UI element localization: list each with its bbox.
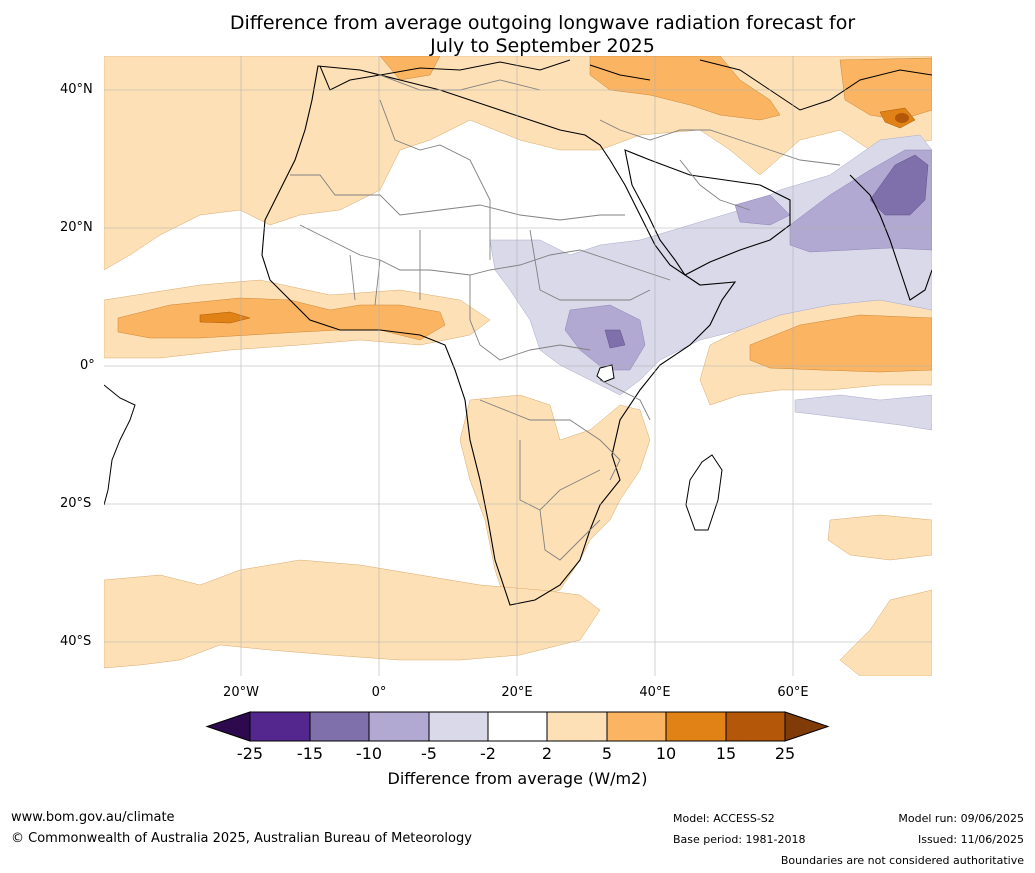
colorbar-bin-p15-p25: [725, 711, 786, 742]
lon-label-60e: 60°E: [777, 685, 809, 700]
colorbar-bin-n2-p2: [487, 711, 548, 742]
africa-coastline: [261, 65, 737, 606]
colorbar-above-max: [784, 711, 830, 742]
footer-model-run: Model run: 09/06/2025: [898, 812, 1024, 825]
colorbar-bin-p2-p5: [546, 711, 608, 742]
colorbar-tick: 15: [715, 744, 737, 763]
lon-label-0: 0°: [371, 685, 387, 700]
colorbar-tick: 10: [655, 744, 677, 763]
colorbar-tick: 5: [601, 744, 613, 763]
footer-model: Model: ACCESS-S2: [673, 812, 775, 825]
olr-anomaly-map: [104, 56, 932, 676]
lat-label-20s: 20°S: [60, 496, 92, 511]
colorbar-tick: 2: [541, 744, 553, 763]
footer-website-link[interactable]: www.bom.gov.au/climate: [11, 810, 175, 825]
lat-label-40n: 40°N: [60, 82, 93, 97]
colorbar-label: Difference from average (W/m2): [387, 769, 648, 788]
graticule: [104, 56, 932, 676]
colorbar-tick: -5: [421, 744, 437, 763]
lat-label-40s: 40°S: [60, 634, 92, 649]
colorbar-tick: -25: [236, 744, 264, 763]
positive-anomaly-15-25: [895, 113, 909, 123]
colorbar-bin-p10-p15: [665, 711, 727, 742]
negative-anomaly-15-10: [604, 154, 929, 349]
footer-disclaimer: Boundaries are not considered authoritat…: [780, 854, 1024, 867]
colorbar-bin-n15-n10: [309, 711, 370, 742]
footer-issued: Issued: 11/06/2025: [917, 833, 1024, 846]
colorbar-bin-p5-p10: [606, 711, 667, 742]
colorbar-tick: -2: [480, 744, 496, 763]
footer-copyright: © Commonwealth of Australia 2025, Austra…: [11, 831, 472, 846]
arabia-coastline: [624, 149, 791, 276]
colorbar-bin-n5-n2: [428, 711, 489, 742]
lon-label-20w: 20°W: [223, 685, 259, 700]
title-line-2: July to September 2025: [430, 35, 655, 57]
footer-base-period: Base period: 1981-2018: [673, 833, 806, 846]
madagascar-coastline: [685, 454, 723, 531]
colorbar-tick: -10: [355, 744, 383, 763]
colorbar-below-min: [205, 711, 251, 742]
colorbar-bin-n10-n5: [368, 711, 430, 742]
lon-label-40e: 40°E: [639, 685, 671, 700]
colorbar-bin-n25-n15: [249, 711, 311, 742]
lat-label-20n: 20°N: [60, 220, 93, 235]
india-coastline: [849, 174, 932, 301]
lon-label-20e: 20°E: [501, 685, 533, 700]
lat-label-equator: 0°: [80, 358, 95, 373]
europe-coastline: [319, 59, 932, 111]
lake-victoria: [596, 364, 615, 383]
title-line-1: Difference from average outgoing longwav…: [229, 12, 856, 34]
map-title: Difference from average outgoing longwav…: [140, 12, 945, 58]
colorbar-tick: 25: [774, 744, 796, 763]
south-america-coastline: [104, 384, 136, 506]
colorbar-tick: -15: [296, 744, 324, 763]
